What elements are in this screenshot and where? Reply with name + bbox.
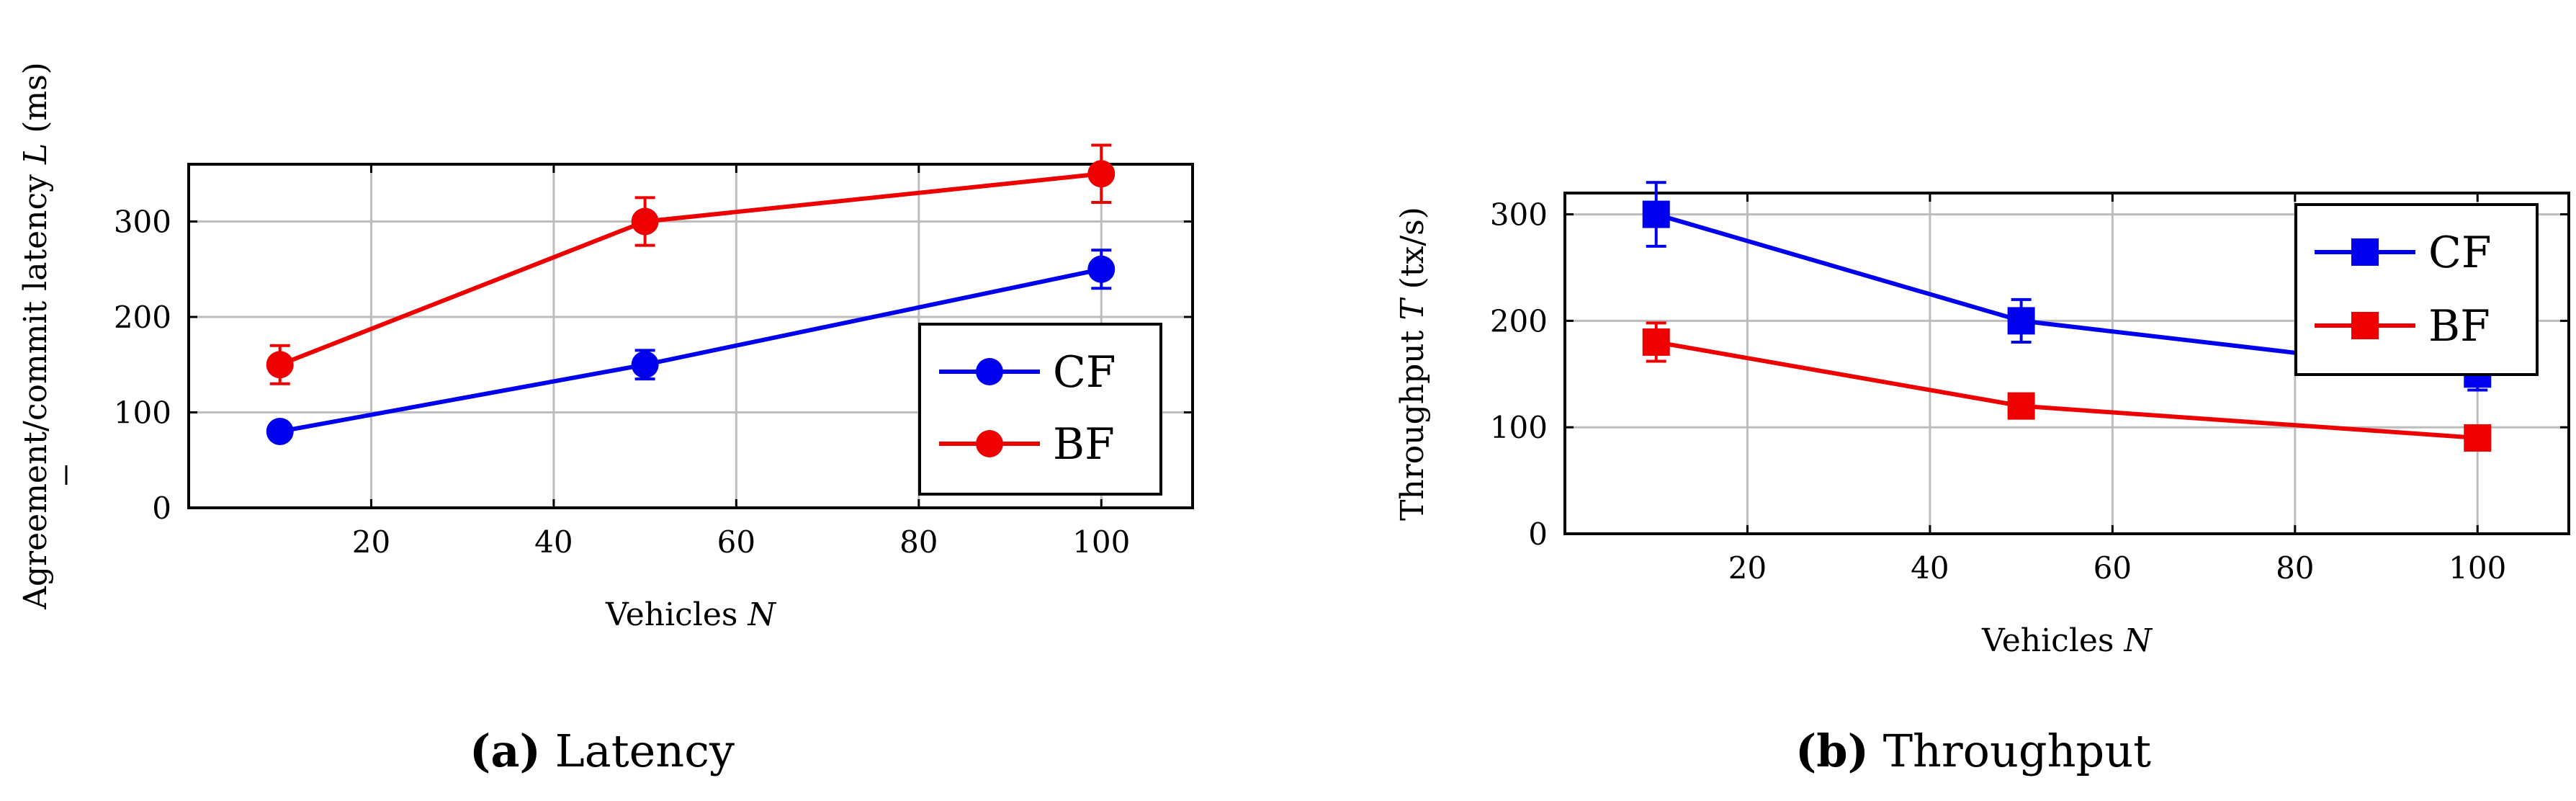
latency-legend-cf-marker <box>976 358 1003 385</box>
latency-plot-frame <box>187 163 1194 509</box>
throughput-series-cf-point <box>2007 307 2035 335</box>
latency-series-cf-point <box>631 351 659 379</box>
throughput-legend-bf-label: BF <box>2428 301 2490 352</box>
latency-x-tick-label: 60 <box>717 524 755 560</box>
throughput-x-axis-label: Vehicles N <box>1981 622 2153 659</box>
throughput-y-tick-label: 200 <box>1490 303 1548 339</box>
latency-y-tick-label: 300 <box>114 205 171 240</box>
latency-x-axis-label: Vehicles N <box>605 596 777 633</box>
throughput-series-bf-point <box>2464 424 2492 452</box>
latency-legend: CF BF <box>918 323 1162 496</box>
latency-x-tick-label: 40 <box>534 524 573 560</box>
throughput-series-bf-point <box>2007 392 2035 420</box>
throughput-x-tick-label: 60 <box>2093 550 2132 586</box>
latency-y-tick-label: 100 <box>114 395 171 431</box>
throughput-series-cf-point <box>1642 200 1670 228</box>
throughput-ticks: 20 40 60 80 100 0 100 200 300 <box>1490 193 2569 586</box>
throughput-x-tick-label: 80 <box>2276 550 2314 586</box>
latency-series-bf-point <box>266 351 294 379</box>
latency-legend-bf-marker <box>976 430 1003 457</box>
throughput-caption: (b) Throughput <box>1795 725 2151 777</box>
latency-ticks: 20 40 60 80 100 0 100 200 300 <box>114 164 1193 560</box>
latency-y-tick-label: 200 <box>114 300 171 335</box>
latency-series-bf-point <box>1087 160 1116 188</box>
latency-caption: (a) Latency <box>470 725 735 777</box>
throughput-y-axis-label: Throughput T (tx/s) <box>1394 207 1431 521</box>
throughput-legend-box <box>2294 203 2539 376</box>
throughput-x-tick-label: 100 <box>2449 550 2506 586</box>
throughput-chart: 20 40 60 80 100 0 100 200 300 Vehicles N Through… <box>1394 181 2570 777</box>
throughput-legend-cf-label: CF <box>2428 228 2492 278</box>
latency-y-tick-label: 0 <box>152 491 171 526</box>
throughput-plot-frame <box>1563 192 2570 535</box>
throughput-legend-cf-marker <box>2351 238 2379 266</box>
latency-series <box>266 143 1116 445</box>
latency-series-cf-point <box>266 418 294 445</box>
latency-legend-box <box>918 323 1162 496</box>
latency-x-tick-label: 100 <box>1072 524 1130 560</box>
latency-x-tick-label: 20 <box>352 524 390 560</box>
latency-x-tick-label: 80 <box>899 524 938 560</box>
throughput-y-tick-label: 0 <box>1528 516 1548 552</box>
throughput-x-tick-label: 20 <box>1728 550 1767 586</box>
throughput-x-tick-label: 40 <box>1911 550 1949 586</box>
throughput-y-tick-label: 300 <box>1490 197 1548 233</box>
latency-series-bf-point <box>631 207 659 236</box>
throughput-legend-bf-marker <box>2351 312 2379 339</box>
latency-legend-bf-label: BF <box>1053 419 1115 470</box>
latency-y-axis-label: Agreement/commit latency L (ms) <box>17 62 54 610</box>
throughput-legend: CF BF <box>2294 203 2539 376</box>
latency-series-cf-point <box>1087 255 1116 283</box>
throughput-y-tick-label: 100 <box>1490 410 1548 445</box>
throughput-series-bf-point <box>1642 328 1670 356</box>
latency-legend-cf-label: CF <box>1053 347 1116 398</box>
latency-chart: 20 40 60 80 100 0 100 200 300 Vehicles N Agreeme… <box>17 62 1194 777</box>
